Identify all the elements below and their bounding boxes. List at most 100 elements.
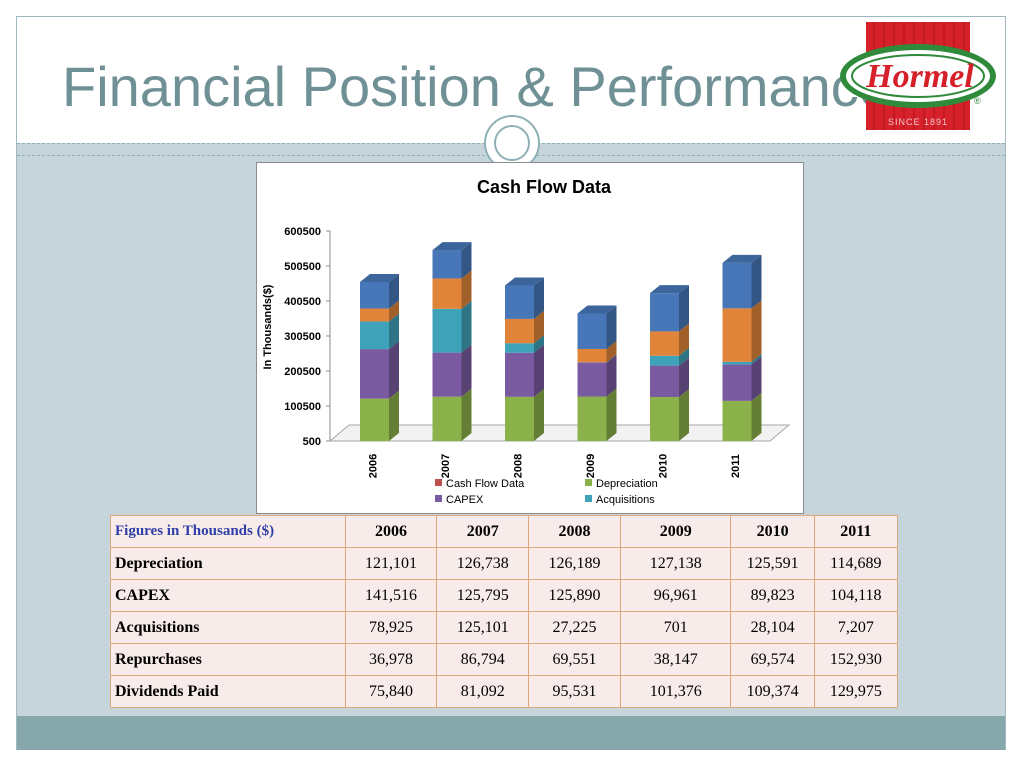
bar-segment [360, 349, 389, 399]
bar-segment-side [389, 273, 399, 309]
bar-segment [577, 313, 607, 349]
bar-stack-2011 [722, 254, 762, 441]
table-year-header: 2006 [344, 515, 438, 548]
table-cell: 125,591 [730, 547, 815, 580]
legend-swatch [435, 479, 442, 486]
x-tick-label: 2010 [658, 454, 670, 478]
logo-registered-mark: ® [974, 96, 981, 106]
bar-segment-side [389, 341, 399, 399]
decorative-ring-icon [484, 115, 540, 171]
table-cell: 69,551 [528, 643, 621, 676]
table-row: Repurchases 36,978 86,794 69,551 38,147 69,57… [110, 643, 899, 676]
table-cell: 89,823 [730, 579, 815, 612]
logo-tagline: SINCE 1891 [888, 117, 948, 127]
bar-segment [650, 365, 679, 398]
y-axis-label: In Thousands($) [262, 284, 274, 369]
bar-segment [650, 355, 679, 366]
table-year-header: 2009 [619, 515, 732, 548]
table-row-label: Repurchases [110, 643, 346, 676]
bar-segment-side [534, 335, 544, 353]
table-cell: 7,207 [813, 611, 899, 644]
table-cell: 129,975 [813, 675, 899, 708]
table-cell: 152,930 [813, 643, 899, 676]
bar-segment [650, 397, 679, 441]
legend-swatch [435, 495, 442, 502]
bar-segment [722, 361, 752, 365]
bar-segment [360, 398, 389, 441]
table-cell: 701 [619, 611, 732, 644]
table-cell: 114,689 [813, 547, 899, 580]
table-cell: 95,531 [528, 675, 621, 708]
bar-segment [505, 343, 534, 353]
bar-stack-2006 [360, 273, 399, 441]
table-cell: 109,374 [730, 675, 815, 708]
y-tick-label: 600500 [284, 226, 321, 238]
bar-segment-side [679, 357, 689, 398]
bar-stack-2010 [650, 285, 689, 441]
bar-segment-side [461, 344, 472, 397]
table-row-label: Depreciation [110, 547, 346, 580]
bar-segment-side [461, 242, 472, 279]
bar-segment-side [606, 340, 617, 363]
bar-top [650, 285, 689, 294]
table-cell: 38,147 [619, 643, 732, 676]
bar-segment-side [606, 354, 617, 397]
table-cell: 69,574 [730, 643, 815, 676]
bar-segment-side [751, 254, 762, 309]
bar-segment-side [534, 344, 544, 397]
table-row-label: CAPEX [110, 579, 346, 612]
slide-title: Financial Position & Performance [62, 55, 890, 118]
table-row-label: Acquisitions [110, 611, 346, 644]
bar-segment-side [606, 388, 617, 441]
x-tick-label: 2006 [368, 454, 380, 478]
bar-segment-side [534, 310, 544, 344]
bar-segment [360, 321, 389, 350]
bar-segment [722, 262, 752, 309]
bar-segment [577, 348, 607, 363]
table-cell: 125,890 [528, 579, 621, 612]
table-cell: 86,794 [436, 643, 530, 676]
table-cell: 125,795 [436, 579, 530, 612]
bar-segment [360, 281, 389, 309]
bar-segment-side [751, 300, 762, 362]
table-year-header: 2008 [528, 515, 621, 548]
bar-segment [432, 278, 462, 309]
x-tick-label: 2008 [513, 454, 525, 478]
bar-segment [505, 318, 534, 344]
bar-segment [360, 308, 389, 322]
bar-segment-side [389, 300, 399, 322]
table-cell: 28,104 [730, 611, 815, 644]
table-cell: 104,118 [813, 579, 899, 612]
bar-segment [722, 364, 752, 401]
bar-segment [505, 352, 534, 397]
bar-stack-2008 [505, 277, 544, 441]
x-tick-label: 2009 [585, 454, 597, 478]
bar-top [505, 277, 544, 286]
table-corner-label: Figures in Thousands ($) [110, 515, 346, 548]
bar-segment-side [389, 313, 399, 350]
bar-segment-side [679, 285, 689, 332]
legend-label: Depreciation [596, 478, 658, 490]
cash-flow-chart: Cash Flow Data In Thousands($) 600500 500… [262, 177, 791, 506]
table-row: Dividends Paid 75,840 81,092 95,531 101,376 1… [110, 675, 899, 708]
bar-segment-side [679, 323, 689, 356]
x-tick-label: 2011 [730, 454, 742, 478]
table-cell: 121,101 [344, 547, 438, 580]
table-cell: 126,738 [436, 547, 530, 580]
bar-segment-side [461, 300, 472, 353]
bar-segment [650, 331, 679, 356]
table-row: Depreciation 121,101 126,738 126,189 127,138… [110, 547, 899, 580]
table-cell: 141,516 [344, 579, 438, 612]
table-header-row: Figures in Thousands ($) 2006 2007 2008 2009… [110, 515, 899, 548]
table-row: Acquisitions 78,925 125,101 27,225 701 28,104… [110, 611, 899, 644]
decorative-ring-inner [494, 125, 530, 161]
bar-segment-side [461, 270, 472, 309]
bar-segment [432, 352, 462, 397]
y-tick-label: 300500 [284, 331, 321, 343]
table-cell: 78,925 [344, 611, 438, 644]
table-year-header: 2010 [730, 515, 815, 548]
bar-stack-2007 [432, 242, 472, 441]
bar-segment-side [389, 390, 399, 441]
table-year-header: 2007 [436, 515, 530, 548]
logo-oval-band [851, 54, 985, 98]
